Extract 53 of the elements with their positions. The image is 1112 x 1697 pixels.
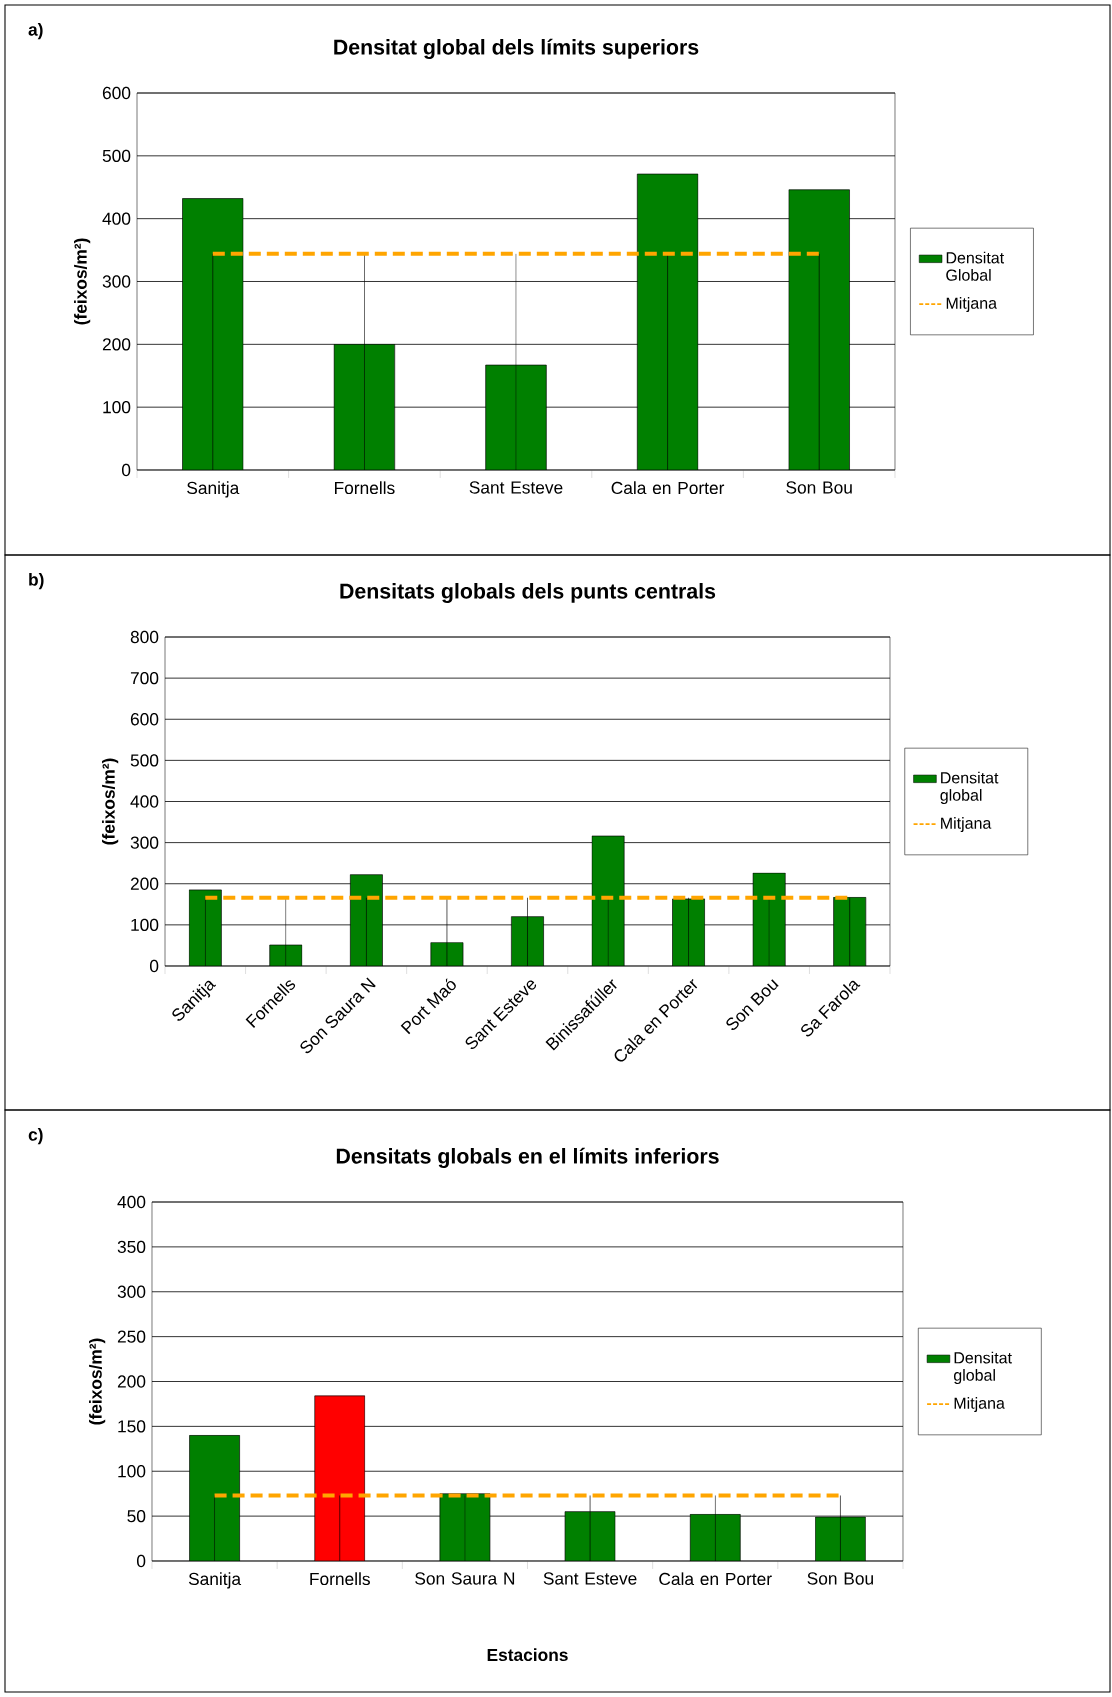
y-tick-label: 500 (130, 754, 159, 767)
y-tick-label: 400 (102, 212, 131, 225)
y-tick-label: 300 (130, 836, 159, 849)
legend-label: Densitat global (940, 771, 999, 804)
y-axis-title: (feixos/m²) (89, 1338, 106, 1425)
legend-label: Densitat Global (946, 251, 1005, 281)
y-tick-label: 150 (118, 1420, 146, 1433)
x-tick-label: Sanitja (188, 1572, 242, 1589)
y-tick-label: 50 (127, 1509, 146, 1523)
legend-label: Mitjana (954, 1397, 1005, 1412)
x-tick-label: Son Bou (726, 979, 779, 1031)
x-tick-label: Fornells (310, 1572, 370, 1586)
x-tick-label: Cala en Porter (611, 481, 725, 495)
x-axis-title: Estacions (487, 1648, 568, 1662)
legend-label: Densitat global (953, 1351, 1012, 1384)
y-tick-label: 0 (121, 463, 131, 477)
y-tick-label: 0 (136, 1554, 146, 1568)
y-tick-label: 100 (131, 918, 159, 932)
y-tick-label: 200 (117, 1375, 146, 1388)
y-axis-title: (feixos/m²) (102, 758, 119, 845)
y-tick-label: 350 (117, 1240, 146, 1254)
y-tick-label: 400 (130, 795, 159, 808)
y-tick-label: 300 (117, 1285, 146, 1298)
y-tick-label: 200 (130, 877, 159, 890)
y-tick-label: 0 (149, 959, 159, 973)
y-tick-label: 700 (130, 671, 159, 685)
legend-label: Mitjana (941, 817, 992, 832)
y-tick-label: 200 (102, 338, 131, 351)
y-tick-label: 600 (102, 86, 131, 100)
x-tick-label: Son Saura N (415, 1572, 515, 1585)
y-tick-label: 100 (103, 401, 131, 414)
text: c) (28, 1128, 43, 1145)
text: b) (29, 573, 44, 590)
y-tick-label: 800 (130, 630, 159, 644)
y-tick-label: 600 (130, 713, 159, 726)
x-tick-label: Sanitja (187, 481, 240, 498)
x-tick-label: Son Bou (786, 481, 852, 494)
y-tick-label: 500 (102, 149, 131, 162)
chart-title: Densitats globals dels punts centrals (340, 582, 716, 603)
text: a) (28, 23, 43, 40)
x-tick-label: Sant Esteve (543, 1572, 637, 1585)
x-tick-label: Son Bou (807, 1572, 873, 1585)
y-tick-label: 300 (102, 275, 131, 288)
y-axis-title: (feixos/m²) (74, 238, 91, 325)
chart-title: Densitat global dels límits superiors (334, 38, 699, 59)
x-tick-label: Sant Esteve (469, 481, 563, 494)
y-tick-label: 250 (117, 1330, 146, 1343)
chart-title: Densitats globals en el límits inferiors (336, 1147, 719, 1168)
y-tick-label: 100 (118, 1465, 146, 1478)
x-tick-label: Fornells (335, 481, 395, 495)
y-tick-label: 400 (117, 1195, 146, 1209)
legend-label: Mitjana (946, 297, 998, 312)
x-tick-label: Cala en Porter (659, 1572, 772, 1586)
